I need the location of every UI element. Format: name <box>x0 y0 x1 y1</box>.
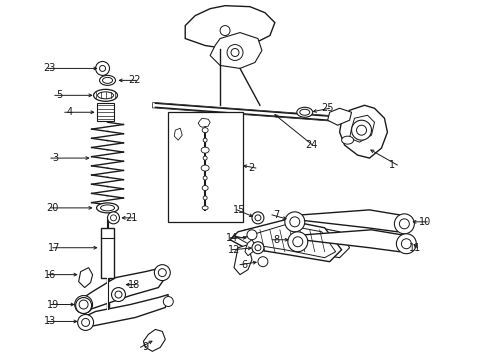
Ellipse shape <box>203 176 207 180</box>
Text: 3: 3 <box>52 153 59 163</box>
Ellipse shape <box>97 92 113 99</box>
Circle shape <box>107 212 119 224</box>
Text: 22: 22 <box>128 75 141 85</box>
Circle shape <box>95 61 109 75</box>
Polygon shape <box>234 225 335 258</box>
Circle shape <box>393 214 413 234</box>
Polygon shape <box>291 210 407 232</box>
Polygon shape <box>78 268 92 288</box>
Circle shape <box>398 219 408 229</box>
Ellipse shape <box>296 107 312 117</box>
Circle shape <box>230 49 239 56</box>
Polygon shape <box>327 108 351 125</box>
Text: 16: 16 <box>44 270 56 280</box>
Circle shape <box>252 242 263 254</box>
Ellipse shape <box>201 147 209 153</box>
Ellipse shape <box>203 156 207 160</box>
Text: 15: 15 <box>232 205 244 215</box>
Polygon shape <box>235 225 339 258</box>
Polygon shape <box>198 118 210 127</box>
Circle shape <box>115 291 121 298</box>
Text: 7: 7 <box>273 210 279 220</box>
Ellipse shape <box>96 203 118 213</box>
Polygon shape <box>174 128 182 140</box>
Circle shape <box>75 296 92 313</box>
Circle shape <box>227 45 242 60</box>
Ellipse shape <box>202 206 208 210</box>
Circle shape <box>76 297 91 313</box>
Polygon shape <box>339 105 387 158</box>
Text: 18: 18 <box>128 280 140 290</box>
Ellipse shape <box>202 186 208 190</box>
Circle shape <box>111 288 125 302</box>
Text: 17: 17 <box>48 243 60 253</box>
Text: 4: 4 <box>66 107 73 117</box>
Bar <box>168 112 242 222</box>
Polygon shape <box>143 330 165 351</box>
Text: 2: 2 <box>247 163 254 173</box>
Circle shape <box>401 239 410 249</box>
Polygon shape <box>229 220 341 262</box>
Ellipse shape <box>341 136 353 144</box>
Polygon shape <box>294 230 408 252</box>
Polygon shape <box>244 240 255 256</box>
Text: 5: 5 <box>56 90 62 100</box>
Polygon shape <box>349 115 374 142</box>
Polygon shape <box>234 245 252 275</box>
Circle shape <box>163 297 173 307</box>
Text: 8: 8 <box>273 235 279 245</box>
Text: 20: 20 <box>46 203 59 213</box>
Text: 1: 1 <box>389 160 395 170</box>
Circle shape <box>154 265 170 281</box>
Circle shape <box>292 237 302 247</box>
Circle shape <box>257 257 267 267</box>
Text: 19: 19 <box>46 300 59 310</box>
Ellipse shape <box>299 109 309 115</box>
Ellipse shape <box>203 196 207 200</box>
Circle shape <box>255 215 260 221</box>
Circle shape <box>351 120 371 140</box>
Ellipse shape <box>102 77 112 84</box>
Circle shape <box>287 232 307 252</box>
Text: 25: 25 <box>321 103 333 113</box>
Text: 12: 12 <box>227 245 240 255</box>
Circle shape <box>99 65 106 71</box>
Bar <box>100 228 114 278</box>
Circle shape <box>289 217 299 227</box>
Text: 6: 6 <box>242 260 247 270</box>
Circle shape <box>255 245 260 251</box>
Text: 23: 23 <box>43 64 56 74</box>
Polygon shape <box>244 225 349 258</box>
Circle shape <box>284 212 304 232</box>
Circle shape <box>252 212 263 224</box>
Polygon shape <box>80 268 165 311</box>
Text: 14: 14 <box>226 233 238 243</box>
Polygon shape <box>210 32 261 69</box>
Text: 9: 9 <box>142 342 148 352</box>
Text: 11: 11 <box>408 243 421 253</box>
Text: 10: 10 <box>419 217 431 227</box>
Circle shape <box>79 300 88 309</box>
Circle shape <box>81 318 90 326</box>
Ellipse shape <box>93 89 117 101</box>
Bar <box>96 103 114 121</box>
Circle shape <box>246 230 257 240</box>
Text: 13: 13 <box>44 316 56 326</box>
Polygon shape <box>82 295 168 327</box>
Text: 21: 21 <box>125 213 137 223</box>
Circle shape <box>158 269 166 277</box>
Ellipse shape <box>201 165 209 171</box>
Circle shape <box>395 234 415 254</box>
Ellipse shape <box>202 128 208 133</box>
Ellipse shape <box>203 138 207 142</box>
Circle shape <box>110 215 116 221</box>
Circle shape <box>77 315 93 331</box>
Ellipse shape <box>99 75 115 85</box>
Text: 24: 24 <box>304 140 317 150</box>
Ellipse shape <box>100 205 114 211</box>
Circle shape <box>220 26 229 36</box>
Polygon shape <box>185 6 274 49</box>
Circle shape <box>356 125 366 135</box>
